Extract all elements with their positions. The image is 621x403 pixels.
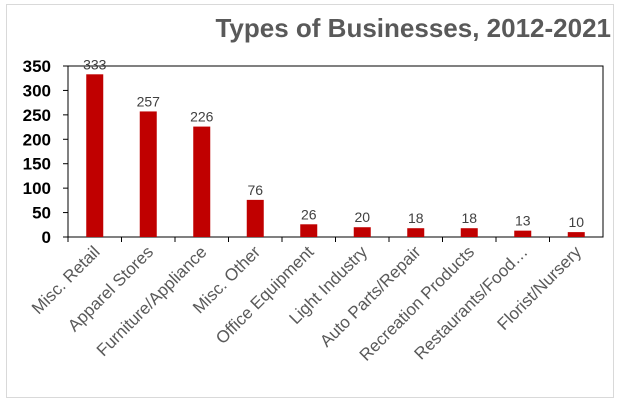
y-tick-label: 100 bbox=[23, 179, 51, 198]
bar bbox=[193, 126, 211, 237]
bar bbox=[353, 227, 371, 237]
y-tick-label: 200 bbox=[23, 130, 51, 149]
bars bbox=[86, 74, 585, 237]
data-label: 13 bbox=[515, 213, 531, 229]
bar bbox=[86, 74, 104, 237]
y-tick-label: 0 bbox=[42, 228, 51, 247]
data-labels: 333 257 226 76 26 20 18 18 13 10 bbox=[83, 56, 584, 230]
y-axis: 0 50 100 150 200 250 300 350 bbox=[23, 57, 68, 247]
y-tick-label: 50 bbox=[32, 204, 51, 223]
bar bbox=[407, 228, 425, 237]
bar bbox=[514, 230, 532, 237]
data-label: 76 bbox=[247, 182, 263, 198]
bar bbox=[246, 199, 264, 237]
y-tick-label: 350 bbox=[23, 57, 51, 76]
bar bbox=[139, 111, 157, 237]
data-label: 18 bbox=[408, 210, 424, 226]
x-tick-label: Office Equipment bbox=[212, 242, 318, 348]
bar bbox=[567, 232, 585, 237]
y-tick-label: 300 bbox=[23, 81, 51, 100]
data-label: 257 bbox=[137, 93, 161, 109]
data-label: 10 bbox=[568, 214, 584, 230]
chart-frame bbox=[6, 4, 614, 398]
data-label: 18 bbox=[461, 210, 477, 226]
data-label: 226 bbox=[190, 109, 214, 125]
data-label: 26 bbox=[301, 206, 317, 222]
data-label: 20 bbox=[354, 209, 370, 225]
chart-title: Types of Businesses, 2012-2021 bbox=[215, 13, 611, 43]
data-label: 333 bbox=[83, 56, 107, 72]
bar bbox=[460, 228, 478, 237]
y-tick-label: 150 bbox=[23, 155, 51, 174]
x-tick-label: Auto Parts/Repair bbox=[316, 242, 425, 351]
bar bbox=[300, 224, 318, 237]
y-tick-label: 250 bbox=[23, 106, 51, 125]
